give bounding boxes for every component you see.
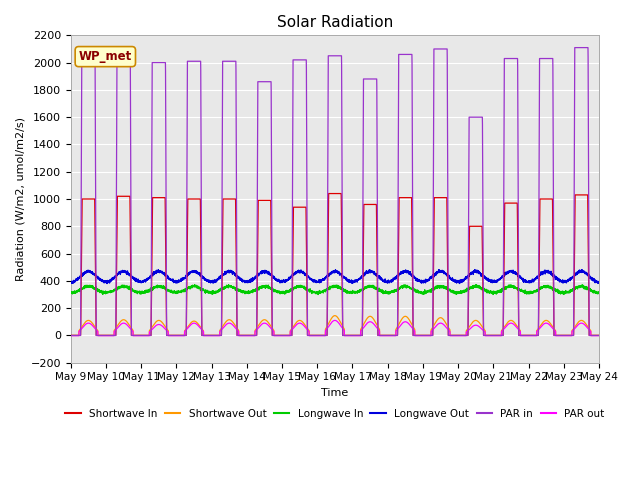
Legend: Shortwave In, Shortwave Out, Longwave In, Longwave Out, PAR in, PAR out: Shortwave In, Shortwave Out, Longwave In… — [61, 405, 609, 423]
X-axis label: Time: Time — [321, 388, 349, 398]
Y-axis label: Radiation (W/m2, umol/m2/s): Radiation (W/m2, umol/m2/s) — [15, 117, 25, 281]
Title: Solar Radiation: Solar Radiation — [276, 15, 393, 30]
Text: WP_met: WP_met — [79, 50, 132, 63]
